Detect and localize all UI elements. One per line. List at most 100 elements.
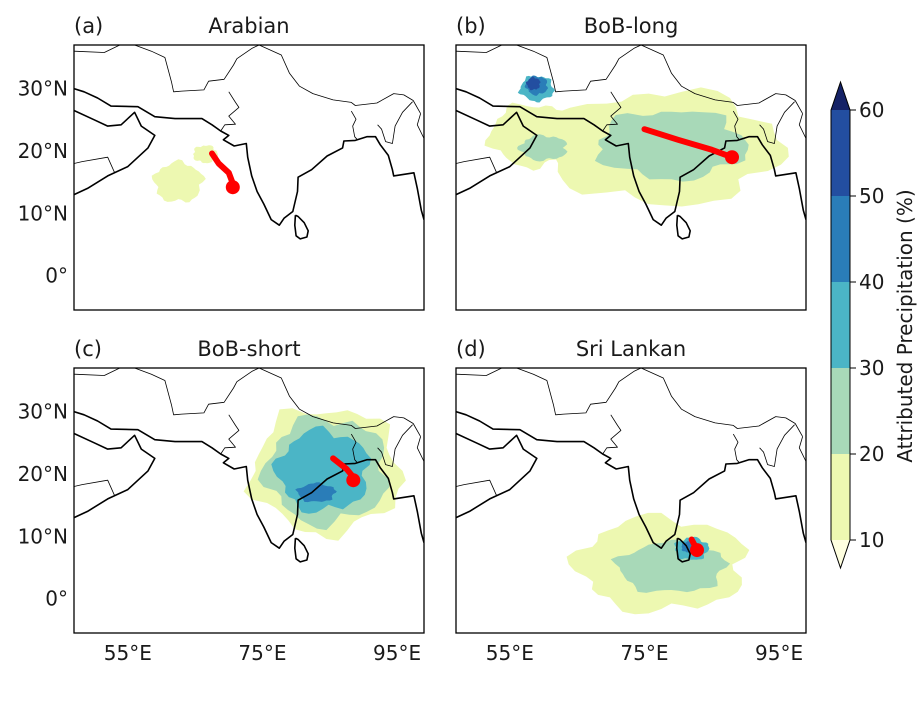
- border-segment-b-0: [516, 45, 642, 93]
- coastline-segment-b-1: [456, 87, 806, 226]
- xtick-label-d-2: 95°E: [755, 641, 803, 665]
- panel-title-c: BoB-short: [197, 337, 300, 361]
- ytick-label-a-1: 20°N: [18, 139, 68, 163]
- panel-title-d: Sri Lankan: [576, 337, 686, 361]
- coastline-segment-a-0: [74, 109, 156, 196]
- border-segment-b-1: [602, 91, 622, 132]
- border-segment-a-1: [220, 91, 240, 132]
- yticks-a: 30°N 20°N 10°N 0°: [18, 77, 68, 288]
- border-segment-b-2: [640, 45, 803, 114]
- coastline-segment-a-2: [294, 214, 309, 240]
- contours-d: [566, 512, 750, 615]
- ytick-label-c-0: 30°N: [18, 400, 68, 424]
- colorbar-segment-40: [831, 196, 850, 282]
- xtick-label-c-0: 55°E: [104, 641, 152, 665]
- border-segment-a-7: [74, 45, 120, 53]
- map-frame-b: [455, 44, 807, 311]
- colorbar-label: Attributed Precipitation (%): [893, 189, 917, 462]
- coastline-segment-b-2: [676, 214, 691, 240]
- border-segment-c-7: [74, 368, 120, 376]
- border-segment-b-7: [456, 45, 502, 53]
- border-segment-c-1: [220, 414, 240, 455]
- colorbar-tick-label-10: 10: [859, 528, 884, 552]
- contour-20-b-1: [517, 134, 568, 162]
- colorbar-segments: [830, 80, 851, 570]
- ytick-label-a-2: 10°N: [18, 201, 68, 225]
- coastline-b: [456, 45, 806, 240]
- border-segment-c-0: [134, 368, 260, 416]
- ytick-label-c-1: 20°N: [18, 462, 68, 486]
- contour-40-c-0: [295, 482, 337, 503]
- coastline-segment-b-0: [456, 109, 538, 196]
- colorbar-tick-label-40: 40: [859, 270, 884, 294]
- track-line-b: [641, 126, 735, 161]
- colorbar-extend-max: [831, 82, 850, 110]
- panel-letter-a: (a): [74, 14, 103, 38]
- border-segment-d-1: [602, 414, 622, 455]
- border-segment-c-5: [416, 436, 424, 462]
- border-segment-d-7: [456, 368, 502, 376]
- border-segment-b-6: [456, 156, 497, 173]
- panel-b: (b) BoB-long: [455, 14, 807, 311]
- contour-10-a-0: [151, 159, 206, 203]
- border-segment-b-5: [798, 113, 806, 139]
- contours-a: [151, 145, 219, 203]
- track-d: [688, 536, 704, 558]
- ytick-label-c-2: 10°N: [18, 524, 68, 548]
- yticks-c: 30°N 20°N 10°N 0°: [18, 400, 68, 611]
- border-segment-a-4: [377, 101, 413, 144]
- panel-title-b: BoB-long: [584, 14, 679, 38]
- contour-30-c-0: [271, 425, 371, 514]
- border-segment-a-3: [350, 110, 358, 141]
- coastline-segment-a-1: [74, 87, 424, 226]
- colorbar-segment-50: [831, 110, 850, 196]
- contour-10-a-1: [193, 145, 219, 164]
- coastline-segment-c-2: [294, 537, 309, 563]
- border-segment-d-4: [759, 424, 795, 467]
- colorbar-segment-30: [831, 282, 850, 368]
- colorbar-segment-10: [831, 454, 850, 540]
- map-frame-a: [73, 44, 425, 311]
- border-segment-c-6: [74, 479, 115, 496]
- panel-c: (c) BoB-short 30°N 20°N 10°N 0° 55°E 75°E 95°…: [18, 337, 425, 665]
- coastline-segment-c-1: [74, 410, 424, 549]
- xtick-label-d-0: 55°E: [486, 641, 534, 665]
- border-segment-d-0: [516, 368, 642, 416]
- ytick-label-a-0: 30°N: [18, 77, 68, 101]
- border-segment-c-4: [377, 424, 413, 467]
- border-segment-c-3: [350, 433, 358, 464]
- xtick-label-d-1: 75°E: [620, 641, 668, 665]
- panel-a: (a) Arabian 30°N 20°N 10°N 0°: [18, 14, 425, 311]
- colorbar-tick-label-30: 30: [859, 356, 884, 380]
- border-segment-a-5: [416, 113, 424, 139]
- border-segment-d-6: [456, 479, 497, 496]
- colorbar-tick-label-50: 50: [859, 184, 884, 208]
- border-segment-a-0: [134, 45, 260, 93]
- colorbar-segment-20: [831, 368, 850, 454]
- track-endpoint-d: [690, 543, 704, 558]
- panel-letter-d: (d): [456, 337, 486, 361]
- border-segment-d-2: [640, 368, 803, 437]
- ytick-label-c-3: 0°: [45, 587, 68, 611]
- border-segment-a-2: [258, 45, 421, 114]
- coastline-d: [456, 368, 806, 563]
- panel-letter-c: (c): [74, 337, 102, 361]
- xtick-label-c-2: 95°E: [373, 641, 421, 665]
- colorbar: 10 20 30 40 50 60 Attributed Precipitation (%…: [830, 80, 917, 570]
- border-segment-a-6: [74, 156, 115, 173]
- map-frame-d: [455, 367, 807, 634]
- panel-title-a: Arabian: [208, 14, 289, 38]
- track-a: [209, 150, 240, 195]
- panel-letter-b: (b): [456, 14, 486, 38]
- coastline-a: [74, 45, 424, 240]
- coastline-segment-d-1: [456, 410, 806, 549]
- colorbar-tick-label-20: 20: [859, 442, 884, 466]
- border-segment-d-5: [798, 436, 806, 462]
- xticks-d: 55°E 75°E 95°E: [486, 641, 803, 665]
- track-b: [641, 126, 739, 165]
- coastline-c: [74, 368, 424, 563]
- border-segment-c-2: [258, 368, 421, 437]
- panel-d: (d) Sri Lankan 55°E 75°E 95°E: [455, 337, 807, 665]
- coastline-segment-d-2: [676, 537, 691, 563]
